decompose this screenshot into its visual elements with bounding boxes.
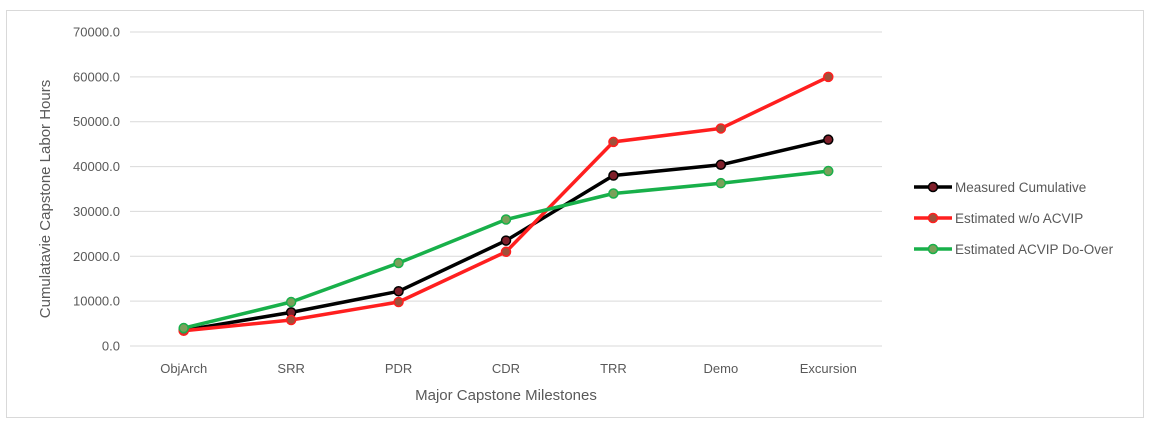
legend-entry: Estimated w/o ACVIP — [914, 211, 1083, 226]
series-lines — [178, 71, 834, 336]
legend-label: Estimated ACVIP Do-Over — [955, 242, 1114, 257]
data-point — [608, 188, 619, 199]
legend: Measured Cumulative Estimated w/o ACVIP Es… — [914, 180, 1114, 257]
legend-label: Estimated w/o ACVIP — [955, 211, 1083, 226]
legend-swatch-marker — [927, 243, 939, 255]
legend-entry: Measured Cumulative — [914, 180, 1086, 195]
x-tick-label: Demo — [704, 361, 739, 376]
data-point — [500, 214, 512, 225]
data-point — [823, 134, 834, 145]
chart-frame — [6, 10, 1144, 418]
x-tick-label: TRR — [600, 361, 627, 376]
data-point — [285, 296, 297, 308]
data-point — [715, 159, 727, 171]
data-point — [178, 322, 189, 334]
y-tick-label: 30000.0 — [73, 204, 120, 219]
data-point — [823, 71, 834, 83]
y-tick-label: 60000.0 — [73, 69, 120, 84]
legend-label: Measured Cumulative — [955, 180, 1086, 195]
data-point — [715, 123, 727, 134]
data-point — [285, 314, 297, 326]
data-point — [500, 246, 512, 258]
y-tick-label: 20000.0 — [73, 249, 120, 264]
data-point — [500, 235, 512, 246]
series-2 — [178, 165, 834, 334]
legend-swatch-marker — [927, 181, 939, 193]
x-axis-ticks: ObjArch SRR PDR CDR TRR Demo Excursion — [160, 361, 857, 376]
y-tick-label: 50000.0 — [73, 114, 120, 129]
x-tick-label: PDR — [385, 361, 412, 376]
x-tick-label: CDR — [492, 361, 520, 376]
series-line — [181, 137, 831, 333]
y-tick-label: 10000.0 — [73, 294, 120, 309]
data-point — [823, 165, 834, 177]
x-tick-label: Excursion — [800, 361, 857, 376]
y-axis-title: Cumulatavie Capstone Labor Hours — [37, 80, 54, 318]
x-tick-label: ObjArch — [160, 361, 207, 376]
data-point — [393, 286, 404, 297]
x-axis-title: Major Capstone Milestones — [415, 387, 597, 404]
data-point — [393, 296, 404, 308]
data-point — [608, 170, 619, 181]
gridlines — [130, 31, 882, 347]
y-tick-label: 70000.0 — [73, 25, 120, 40]
series-line — [181, 75, 831, 333]
x-tick-label: SRR — [277, 361, 304, 376]
legend-entry: Estimated ACVIP Do-Over — [914, 242, 1114, 257]
legend-swatch-marker — [927, 212, 939, 224]
y-axis-ticks: 0.0 10000.0 20000.0 30000.0 40000.0 50000.0 60… — [73, 25, 120, 354]
y-tick-label: 40000.0 — [73, 159, 120, 174]
data-point — [393, 257, 404, 269]
series-1 — [178, 71, 834, 336]
data-point — [715, 177, 727, 189]
data-point — [608, 136, 619, 148]
y-tick-label: 0.0 — [102, 339, 120, 354]
